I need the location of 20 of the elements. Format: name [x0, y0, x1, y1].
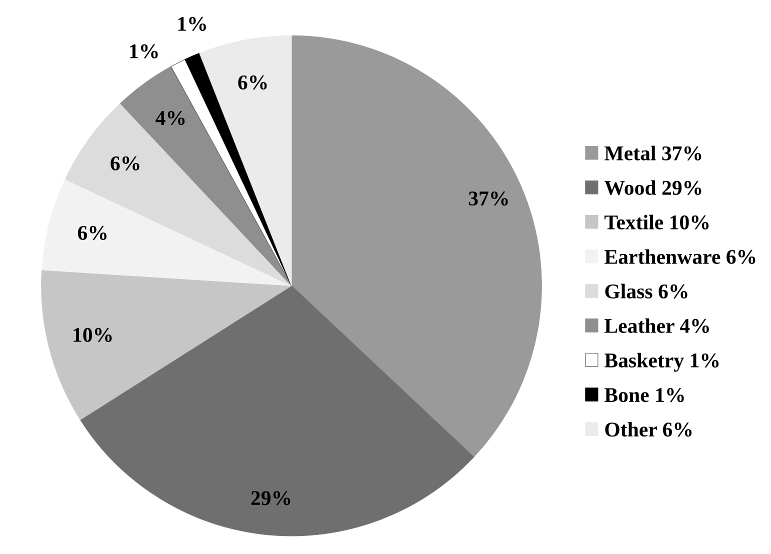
legend-label: Other 6%	[605, 422, 692, 437]
legend-label: Earthenware 6%	[604, 249, 756, 264]
legend-label: Wood 29%	[604, 180, 702, 196]
legend-label: Leather 4%	[604, 318, 709, 334]
legend-label: Metal 37%	[604, 146, 702, 160]
data-label: 10%	[74, 328, 112, 342]
pie-slice	[64, 103, 292, 286]
legend-label: Basketry 1%	[604, 352, 719, 372]
data-label: 29%	[251, 491, 290, 506]
legend-label: Bone 1%	[604, 388, 684, 402]
data-label: 37%	[468, 191, 508, 206]
legend-label: Glass 6%	[605, 284, 688, 299]
data-label: 6%	[110, 156, 140, 170]
legend-label: Textile 10%	[604, 214, 709, 230]
data-label: 6%	[238, 75, 267, 90]
pie-slice	[41, 270, 292, 420]
data-label: 1%	[178, 16, 206, 32]
data-label: 6%	[78, 226, 107, 240]
data-label: 1%	[130, 44, 158, 58]
data-label: 4%	[156, 110, 185, 126]
